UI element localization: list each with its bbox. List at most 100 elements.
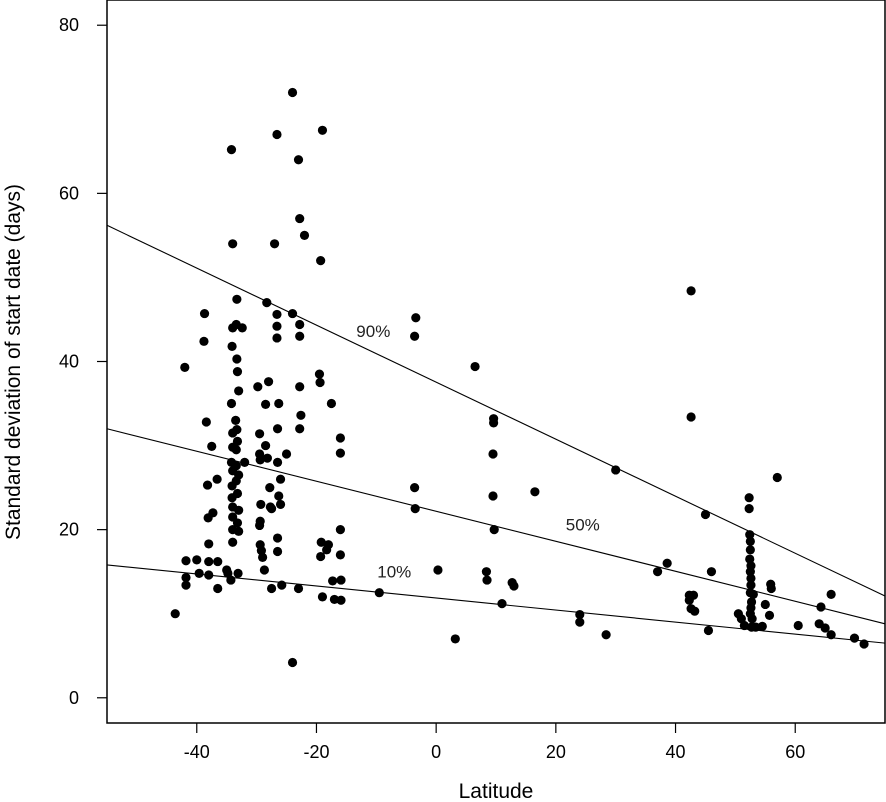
data-point bbox=[826, 630, 836, 640]
data-point bbox=[265, 483, 275, 493]
data-point bbox=[611, 465, 621, 475]
data-point bbox=[411, 313, 421, 323]
data-point bbox=[316, 551, 326, 562]
data-point bbox=[199, 336, 209, 346]
data-point bbox=[497, 599, 507, 609]
data-point bbox=[299, 230, 310, 240]
data-point bbox=[255, 429, 265, 439]
data-point bbox=[410, 504, 420, 514]
data-point bbox=[213, 583, 223, 594]
data-point bbox=[295, 319, 305, 330]
data-point bbox=[232, 436, 243, 446]
data-point bbox=[208, 508, 218, 518]
data-point bbox=[212, 474, 222, 484]
data-point bbox=[255, 455, 265, 465]
data-point bbox=[231, 461, 241, 471]
data-point bbox=[272, 457, 283, 467]
data-point bbox=[266, 504, 277, 514]
data-point bbox=[686, 412, 696, 422]
data-point bbox=[746, 573, 756, 584]
data-point bbox=[231, 476, 241, 486]
quantile-labels: 90% 50% 10% bbox=[356, 322, 599, 581]
data-point bbox=[232, 488, 243, 499]
data-point bbox=[489, 418, 499, 428]
data-point bbox=[204, 570, 214, 580]
data-point bbox=[316, 537, 326, 547]
data-point bbox=[686, 286, 696, 296]
data-point bbox=[295, 382, 305, 392]
data-point bbox=[410, 483, 420, 493]
data-point bbox=[262, 298, 272, 308]
data-point bbox=[816, 602, 826, 612]
data-point bbox=[764, 610, 775, 620]
data-point bbox=[744, 504, 754, 514]
data-point bbox=[258, 552, 268, 562]
data-point bbox=[760, 599, 770, 610]
data-point bbox=[470, 361, 480, 372]
data-point bbox=[328, 576, 338, 586]
data-point bbox=[652, 567, 663, 577]
data-point bbox=[232, 424, 242, 435]
data-point bbox=[227, 341, 237, 351]
y-tick-label: 0 bbox=[69, 688, 79, 708]
data-point bbox=[201, 417, 211, 427]
data-point bbox=[287, 87, 298, 98]
x-axis: -40 -20 0 20 40 60 bbox=[184, 723, 805, 762]
data-point bbox=[744, 493, 754, 503]
data-point bbox=[272, 321, 282, 331]
data-point bbox=[296, 410, 306, 420]
data-point bbox=[295, 331, 305, 341]
data-point bbox=[275, 474, 286, 484]
data-point bbox=[204, 556, 214, 567]
data-point bbox=[575, 609, 585, 620]
data-point bbox=[234, 505, 244, 515]
data-point bbox=[272, 309, 282, 320]
data-point bbox=[232, 366, 243, 377]
data-point bbox=[287, 657, 298, 668]
data-point bbox=[269, 239, 280, 249]
data-point bbox=[272, 424, 283, 434]
x-tick-label: -20 bbox=[303, 742, 329, 762]
data-point bbox=[226, 145, 237, 155]
quantile-line-label: 50% bbox=[566, 516, 600, 535]
data-point bbox=[745, 530, 755, 540]
data-point bbox=[374, 588, 384, 598]
data-point bbox=[746, 580, 756, 590]
data-point bbox=[530, 487, 540, 497]
data-point bbox=[199, 308, 210, 319]
data-point bbox=[335, 448, 345, 458]
data-point bbox=[232, 518, 243, 528]
data-point bbox=[232, 294, 242, 304]
data-point bbox=[793, 620, 803, 631]
x-tick-label: 20 bbox=[546, 742, 566, 762]
data-point bbox=[202, 480, 213, 490]
data-point bbox=[690, 606, 700, 616]
data-points bbox=[170, 87, 869, 668]
data-point bbox=[688, 590, 699, 600]
data-point bbox=[488, 449, 498, 459]
data-point bbox=[272, 533, 283, 543]
data-point bbox=[295, 213, 305, 224]
data-point bbox=[180, 362, 190, 372]
y-axis-label: Standard deviation of start date (days) bbox=[2, 184, 25, 540]
data-point bbox=[745, 536, 755, 547]
data-point bbox=[335, 433, 345, 443]
data-point bbox=[226, 398, 237, 409]
data-point bbox=[433, 565, 443, 575]
data-point bbox=[482, 575, 492, 585]
data-point bbox=[170, 609, 180, 619]
data-point bbox=[240, 457, 250, 467]
x-tick-label: 40 bbox=[666, 742, 686, 762]
data-point bbox=[274, 398, 284, 409]
y-axis: 0 20 40 60 80 bbox=[59, 15, 107, 708]
y-tick-label: 20 bbox=[59, 520, 79, 540]
data-point bbox=[849, 633, 860, 643]
data-point bbox=[316, 256, 326, 266]
data-point bbox=[237, 323, 247, 333]
data-point bbox=[757, 621, 767, 631]
quantile-line bbox=[106, 224, 886, 597]
data-point bbox=[228, 537, 238, 547]
data-point bbox=[233, 568, 243, 578]
data-point bbox=[260, 399, 271, 409]
